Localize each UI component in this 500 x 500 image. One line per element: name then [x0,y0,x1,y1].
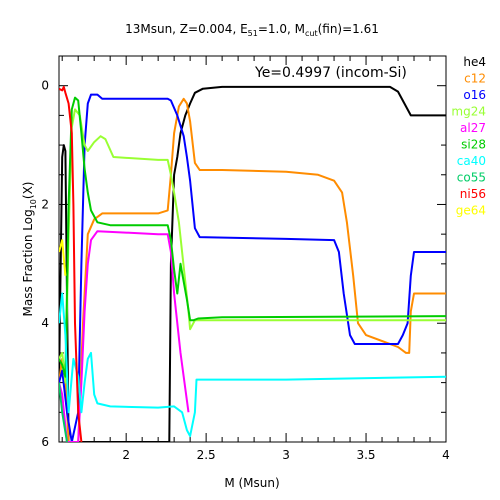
x-tick-label: 3 [282,448,290,462]
y-tick-label: 2 [41,197,49,211]
x-tick-label: 2 [122,448,130,462]
legend-entry-ni56: ni56 [460,187,486,201]
legend-entry-ge64: ge64 [456,204,486,218]
legend-entry-co55: co55 [457,171,486,185]
series-line-ni56 [59,85,83,442]
x-axis-label: M (Msun) [224,476,279,490]
series-line-o16 [59,93,446,442]
legend-entry-c12: c12 [464,72,486,86]
annotation-ye: Ye=0.4997 (incom-Si) [254,65,407,81]
legend-entry-al27: al27 [460,121,486,135]
y-axis-label: Mass Fraction Log10(X) [21,182,38,317]
series-line-he4 [59,85,446,442]
series-line-c12 [59,97,446,442]
series-line-ge64 [59,239,67,276]
y-tick-label: 6 [41,435,49,449]
legend-entry-si28: si28 [461,138,486,152]
y-tick-label: 0 [41,79,49,93]
chart-title: 13Msun, Z=0.004, E51=1.0, Mcut(fin)=1.61 [125,22,379,38]
legend-entry-ca40: ca40 [457,154,486,168]
legend-entry-mg24: mg24 [451,105,486,119]
legend: he4 c12 o16 mg24 al27 si28 ca40 co55 ni56 ge64 [451,55,486,218]
series-line-si28 [59,96,446,378]
plot-frame [58,55,447,443]
axis-ticks: 2 2.5 3 3.5 4 0 2 4 6 [41,55,450,462]
series-line-ca40 [59,292,446,438]
x-tick-label: 3.5 [356,448,375,462]
series-layer [59,85,446,442]
y-tick-label: 4 [41,316,49,330]
legend-entry-he4: he4 [463,55,486,69]
x-tick-label: 4 [442,448,450,462]
x-tick-label: 2.5 [197,448,216,462]
series-line-al27 [59,230,190,442]
series-line-mg24 [59,108,446,384]
series-line-co55 [59,382,68,442]
legend-entry-o16: o16 [463,88,486,102]
